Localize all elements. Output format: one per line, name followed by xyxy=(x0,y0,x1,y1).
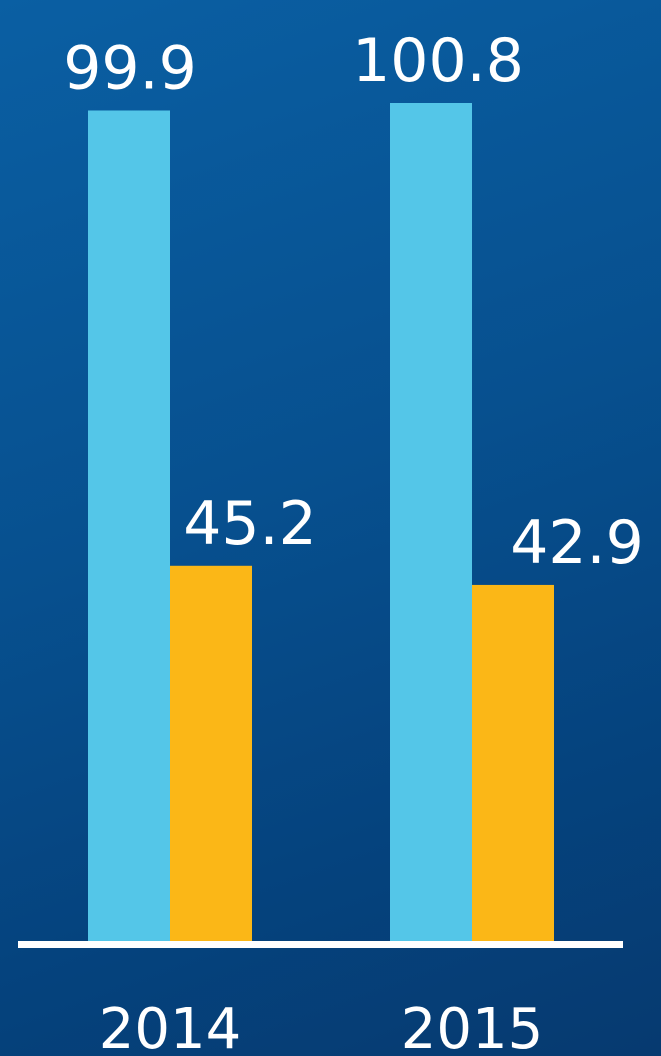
bar-2014-series-1 xyxy=(88,110,170,942)
category-label-2014: 2014 xyxy=(99,997,242,1056)
value-label-2014-series-2: 45.2 xyxy=(183,489,317,559)
value-label-2015-series-1: 100.8 xyxy=(352,26,524,96)
x-axis-baseline xyxy=(18,941,623,948)
value-label-2014-series-1: 99.9 xyxy=(63,33,197,103)
bar-2015-series-1 xyxy=(390,103,472,942)
value-label-2015-series-2: 42.9 xyxy=(510,508,644,578)
category-label-2015: 2015 xyxy=(401,997,544,1056)
bars-group xyxy=(88,103,554,942)
category-labels-group: 2014 2015 xyxy=(99,997,544,1056)
value-labels-group: 99.9 45.2 100.8 42.9 xyxy=(63,26,644,578)
bar-2015-series-2 xyxy=(472,584,554,942)
bar-2014-series-2 xyxy=(170,565,252,942)
